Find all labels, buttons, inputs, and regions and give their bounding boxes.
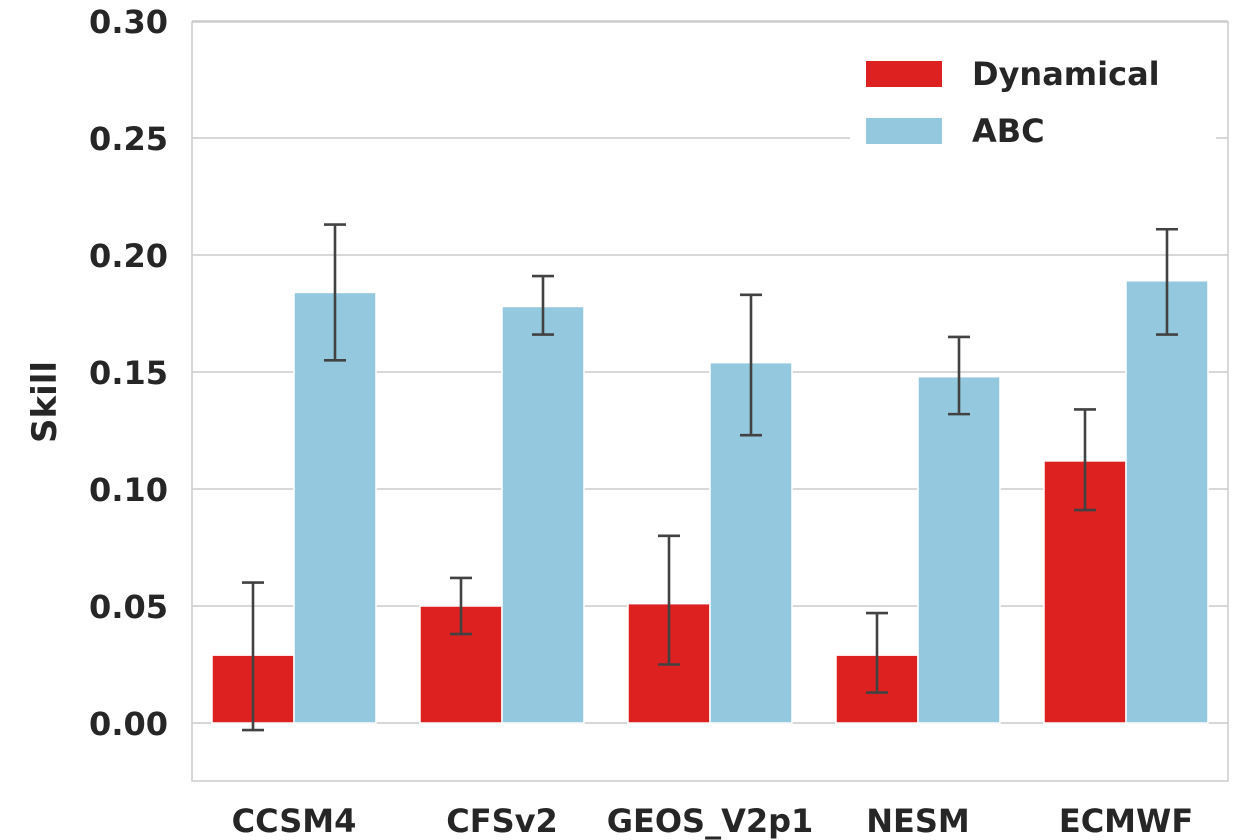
legend-label-dynamical: Dynamical	[972, 55, 1160, 93]
legend: Dynamical ABC	[850, 44, 1216, 152]
y-tick-label: 0.30	[89, 3, 168, 41]
y-tick-label: 0.10	[89, 471, 168, 509]
x-tick-label: GEOS_V2p1	[607, 802, 814, 840]
error-bars	[242, 223, 1178, 732]
bar-abc-geos_v2p1	[709, 361, 793, 724]
x-tick-label: CFSv2	[446, 802, 558, 840]
legend-swatch-abc	[866, 118, 942, 144]
bar-abc-ecmwf	[1125, 279, 1209, 724]
legend-swatch-dynamical	[866, 61, 942, 87]
y-tick-label: 0.20	[89, 237, 168, 275]
bar-abc-cfsv2	[501, 305, 585, 724]
y-axis-label: Skill	[25, 361, 65, 443]
bar-abc-nesm	[917, 375, 1001, 724]
y-tick-label: 0.00	[89, 705, 168, 743]
x-tick-label: ECMWF	[1059, 802, 1193, 840]
x-tick-labels: CCSM4 CFSv2 GEOS_V2p1 NESM ECMWF	[232, 802, 1194, 840]
y-tick-label: 0.05	[89, 588, 168, 626]
x-tick-label: CCSM4	[232, 802, 357, 840]
bar-abc-ccsm4	[293, 291, 377, 724]
y-tick-label: 0.25	[89, 120, 168, 158]
y-tick-labels: 0.00 0.05 0.10 0.15 0.20 0.25 0.30	[89, 3, 168, 743]
y-tick-label: 0.15	[89, 354, 168, 392]
legend-label-abc: ABC	[972, 112, 1045, 150]
x-tick-label: NESM	[866, 802, 970, 840]
